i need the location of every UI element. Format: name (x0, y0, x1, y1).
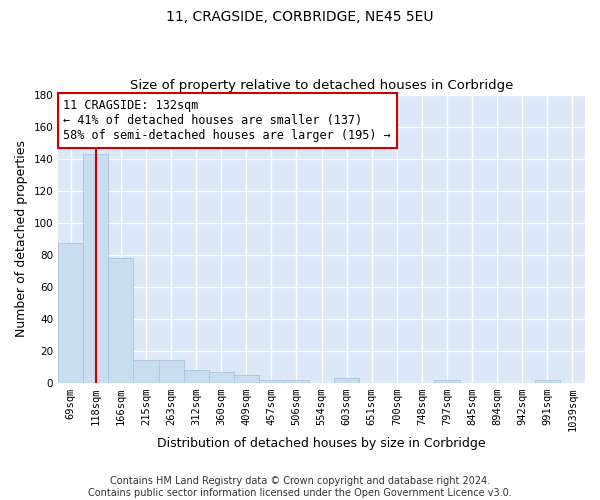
Bar (109, 258, 133, 383)
Bar (209, 372, 234, 383)
Text: Contains HM Land Registry data © Crown copyright and database right 2024.
Contai: Contains HM Land Registry data © Crown c… (88, 476, 512, 498)
Y-axis label: Number of detached properties: Number of detached properties (15, 140, 28, 337)
Bar (259, 380, 284, 383)
Bar (58, 244, 83, 383)
Bar (133, 360, 158, 383)
Text: 11, CRAGSIDE, CORBRIDGE, NE45 5EU: 11, CRAGSIDE, CORBRIDGE, NE45 5EU (166, 10, 434, 24)
X-axis label: Distribution of detached houses by size in Corbridge: Distribution of detached houses by size … (157, 437, 486, 450)
Bar (334, 378, 359, 383)
Bar (158, 360, 184, 383)
Bar (434, 380, 460, 383)
Title: Size of property relative to detached houses in Corbridge: Size of property relative to detached ho… (130, 79, 513, 92)
Bar (284, 380, 309, 383)
Bar (535, 380, 560, 383)
Bar (184, 370, 209, 383)
Bar (83, 154, 109, 383)
Bar (234, 375, 259, 383)
Text: 11 CRAGSIDE: 132sqm
← 41% of detached houses are smaller (137)
58% of semi-detac: 11 CRAGSIDE: 132sqm ← 41% of detached ho… (64, 99, 391, 142)
